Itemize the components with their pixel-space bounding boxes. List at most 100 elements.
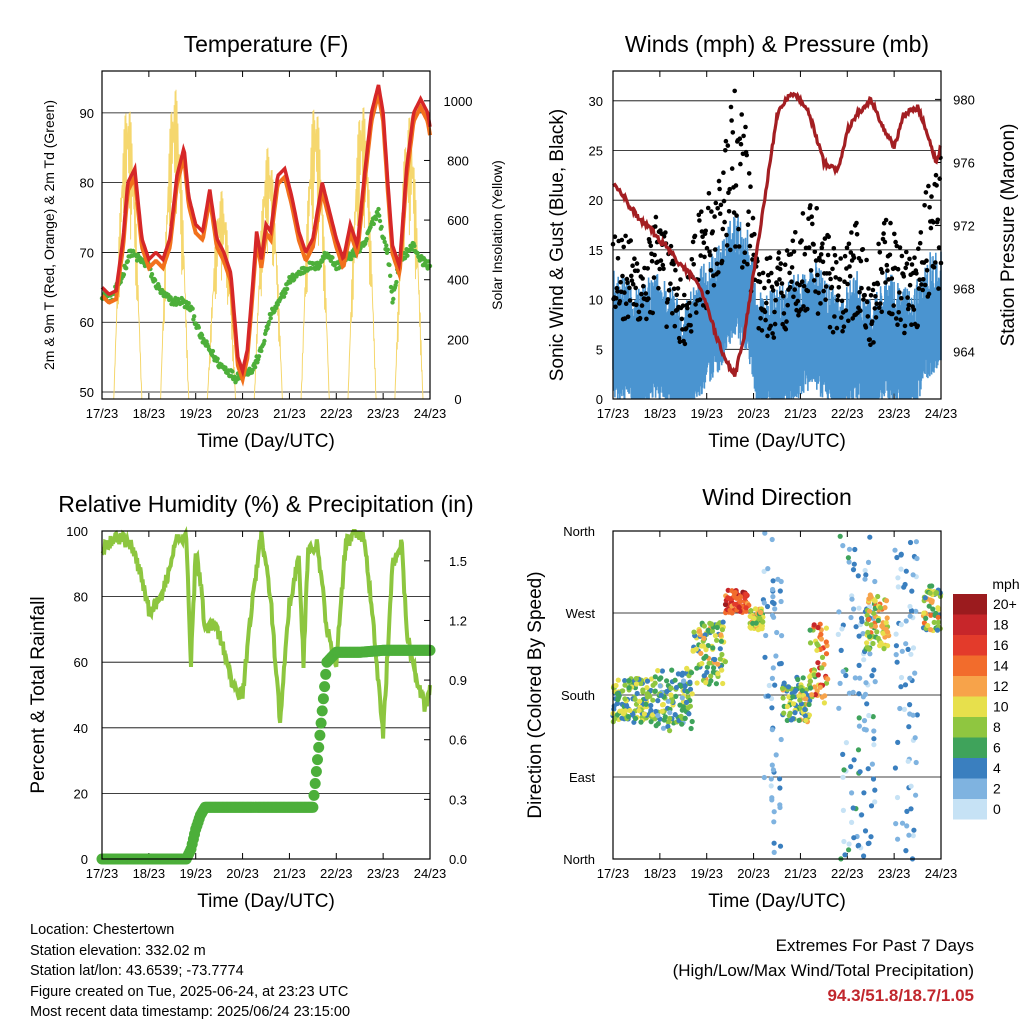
gust-point (859, 285, 864, 291)
gust-point (699, 229, 705, 234)
gust-point (896, 310, 901, 315)
direction-point (840, 668, 846, 675)
direction-point (817, 684, 823, 690)
dewpoint-point (149, 272, 155, 277)
direction-point (694, 680, 700, 686)
direction-point (765, 566, 771, 572)
y-axis-label: Percent & Total Rainfall (28, 596, 49, 793)
gust-point (628, 238, 633, 243)
direction-point (619, 715, 625, 721)
direction-point (714, 624, 720, 631)
precip-point (316, 705, 328, 717)
direction-point (872, 623, 879, 629)
gust-point (664, 324, 669, 330)
gust-point (774, 282, 780, 287)
legend-title: mph (992, 576, 1019, 592)
direction-point (895, 739, 901, 746)
direction-point (790, 694, 796, 700)
y2-tick-label: 1000 (444, 94, 473, 109)
direction-point (687, 679, 693, 685)
gust-point (891, 303, 896, 308)
gust-point (677, 339, 683, 345)
gust-point (760, 270, 766, 276)
gust-point (791, 249, 797, 254)
direction-point (681, 678, 687, 684)
dewpoint-point (388, 273, 393, 278)
precip-point (315, 717, 327, 729)
direction-point (765, 693, 771, 699)
legend-label: 14 (993, 658, 1009, 674)
direction-point (777, 776, 783, 782)
x-tick-label: 24/23 (925, 866, 958, 881)
gust-point (809, 214, 814, 219)
dewpoint-point (394, 279, 399, 285)
direction-point (714, 637, 720, 643)
direction-point (784, 717, 790, 724)
gust-point (757, 279, 763, 285)
gust-point (708, 268, 714, 273)
gust-point (873, 315, 879, 320)
gust-point (633, 285, 638, 291)
gust-point (838, 256, 843, 261)
gust-point (801, 304, 806, 309)
direction-point (766, 682, 772, 689)
dewpoint-point (252, 365, 258, 370)
direction-point (921, 610, 927, 616)
direction-point (892, 765, 899, 771)
direction-point (904, 823, 910, 829)
gust-point (748, 184, 753, 189)
direction-point (719, 651, 725, 658)
gust-point (624, 276, 630, 282)
gust-point (860, 247, 866, 252)
direction-point (770, 767, 777, 773)
gust-point (762, 285, 767, 291)
direction-point (622, 708, 629, 714)
gust-point (724, 232, 729, 238)
direction-point (668, 685, 674, 691)
gust-point (793, 230, 798, 235)
direction-point (747, 624, 753, 630)
direction-point (899, 820, 906, 826)
direction-point (861, 790, 867, 796)
chart-panel-1: Temperature (F) 17/23 18/23 19/23 20/23 21/23… (41, 31, 505, 452)
direction-point (761, 568, 767, 575)
gust-point (799, 279, 805, 285)
direction-point (613, 682, 619, 689)
direction-point (913, 539, 920, 545)
y2-tick-label: 0 (454, 392, 461, 407)
direction-point (846, 847, 852, 853)
direction-point (908, 651, 914, 657)
direction-point (803, 696, 809, 702)
gust-point (647, 239, 652, 245)
legend-swatch (953, 737, 987, 758)
gust-point (903, 265, 908, 271)
direction-point (673, 693, 679, 700)
direction-point (923, 615, 929, 622)
direction-point (871, 728, 877, 734)
gust-point (656, 285, 661, 291)
x-axis-label: Time (Day/UTC) (197, 891, 335, 912)
gust-point (787, 270, 792, 276)
dewpoint-point (131, 248, 136, 254)
gust-point (682, 292, 687, 298)
gust-point (810, 221, 815, 227)
direction-point (869, 761, 876, 767)
direction-point (641, 711, 648, 717)
direction-point (885, 643, 891, 649)
direction-point (933, 590, 939, 597)
gust-point (621, 244, 626, 250)
direction-point (643, 701, 649, 707)
direction-point (850, 567, 857, 573)
gust-point (868, 342, 873, 348)
gust-point (779, 290, 784, 296)
direction-point (907, 603, 913, 610)
gust-point (814, 206, 819, 211)
direction-point (622, 682, 628, 688)
direction-point (727, 607, 733, 613)
gust-point (832, 314, 837, 319)
direction-point (880, 630, 886, 637)
direction-point (698, 650, 704, 657)
x-axis-label: Time (Day/UTC) (197, 431, 335, 452)
gust-point (936, 245, 942, 250)
direction-point (772, 682, 778, 688)
